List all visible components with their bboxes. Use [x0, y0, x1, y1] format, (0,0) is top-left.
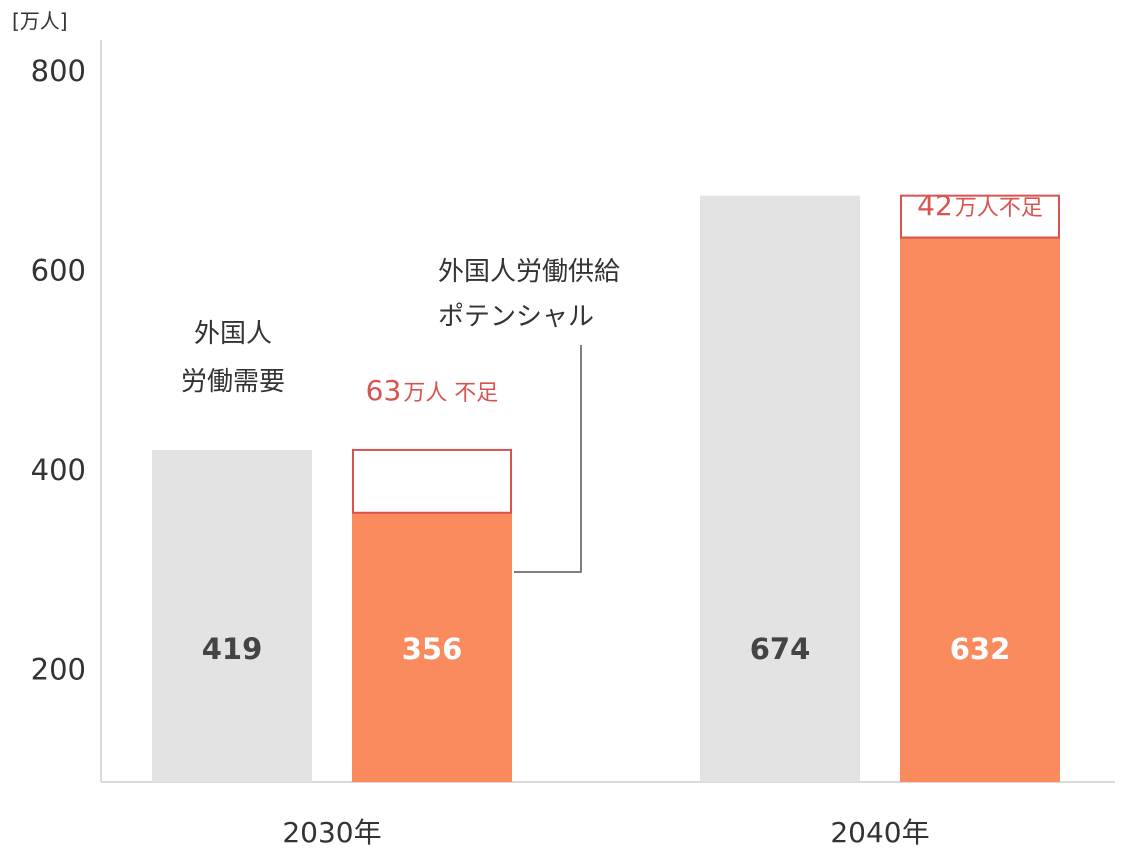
demand-annotation-line-1: 外国人 — [194, 319, 272, 349]
bars — [152, 194, 1060, 782]
x-tick-label: 2040年 — [830, 816, 929, 849]
supply-bar — [900, 237, 1060, 782]
y-tick-label: 200 — [31, 652, 86, 686]
supply-annotation-leader-line — [514, 345, 582, 573]
shortfall-box — [900, 194, 1060, 239]
demand-bar — [152, 449, 312, 782]
supply-bar — [352, 512, 512, 782]
supply-annotation-line-1: 外国人労働供給 — [438, 257, 620, 287]
bar-value-label: 674 — [750, 632, 811, 666]
demand-annotation-line-2: 労働需要 — [181, 367, 285, 397]
shortfall-label-2030: 63万人 不足 — [366, 374, 499, 407]
shortfall-box — [352, 448, 512, 514]
supply-annotation-line-2: ポテンシャル — [438, 302, 594, 332]
shortfall-unit-2030: 万人 不足 — [403, 381, 498, 406]
x-tick-label: 2030年 — [282, 816, 381, 849]
bar-value-label: 419 — [202, 632, 263, 666]
bar-value-label: 632 — [950, 632, 1011, 666]
y-tick-label: 600 — [31, 253, 86, 287]
y-axis-unit-label: [万人] — [12, 9, 68, 33]
shortfall-unit-2040: 万人不足 — [955, 196, 1043, 221]
value-labels: 419 356 674 632 — [202, 632, 1011, 666]
demand-bar — [700, 195, 860, 782]
axis-ticks: 800 600 400 200 2030年 2040年 — [31, 54, 930, 849]
y-tick-label: 800 — [31, 54, 86, 88]
shortfall-number-2030: 63 — [366, 374, 402, 407]
y-tick-label: 400 — [31, 453, 86, 487]
shortfall-number-2040: 42 — [917, 189, 953, 222]
shortfall-label-2040: 42万人不足 — [917, 189, 1043, 222]
bar-value-label: 356 — [402, 632, 463, 666]
